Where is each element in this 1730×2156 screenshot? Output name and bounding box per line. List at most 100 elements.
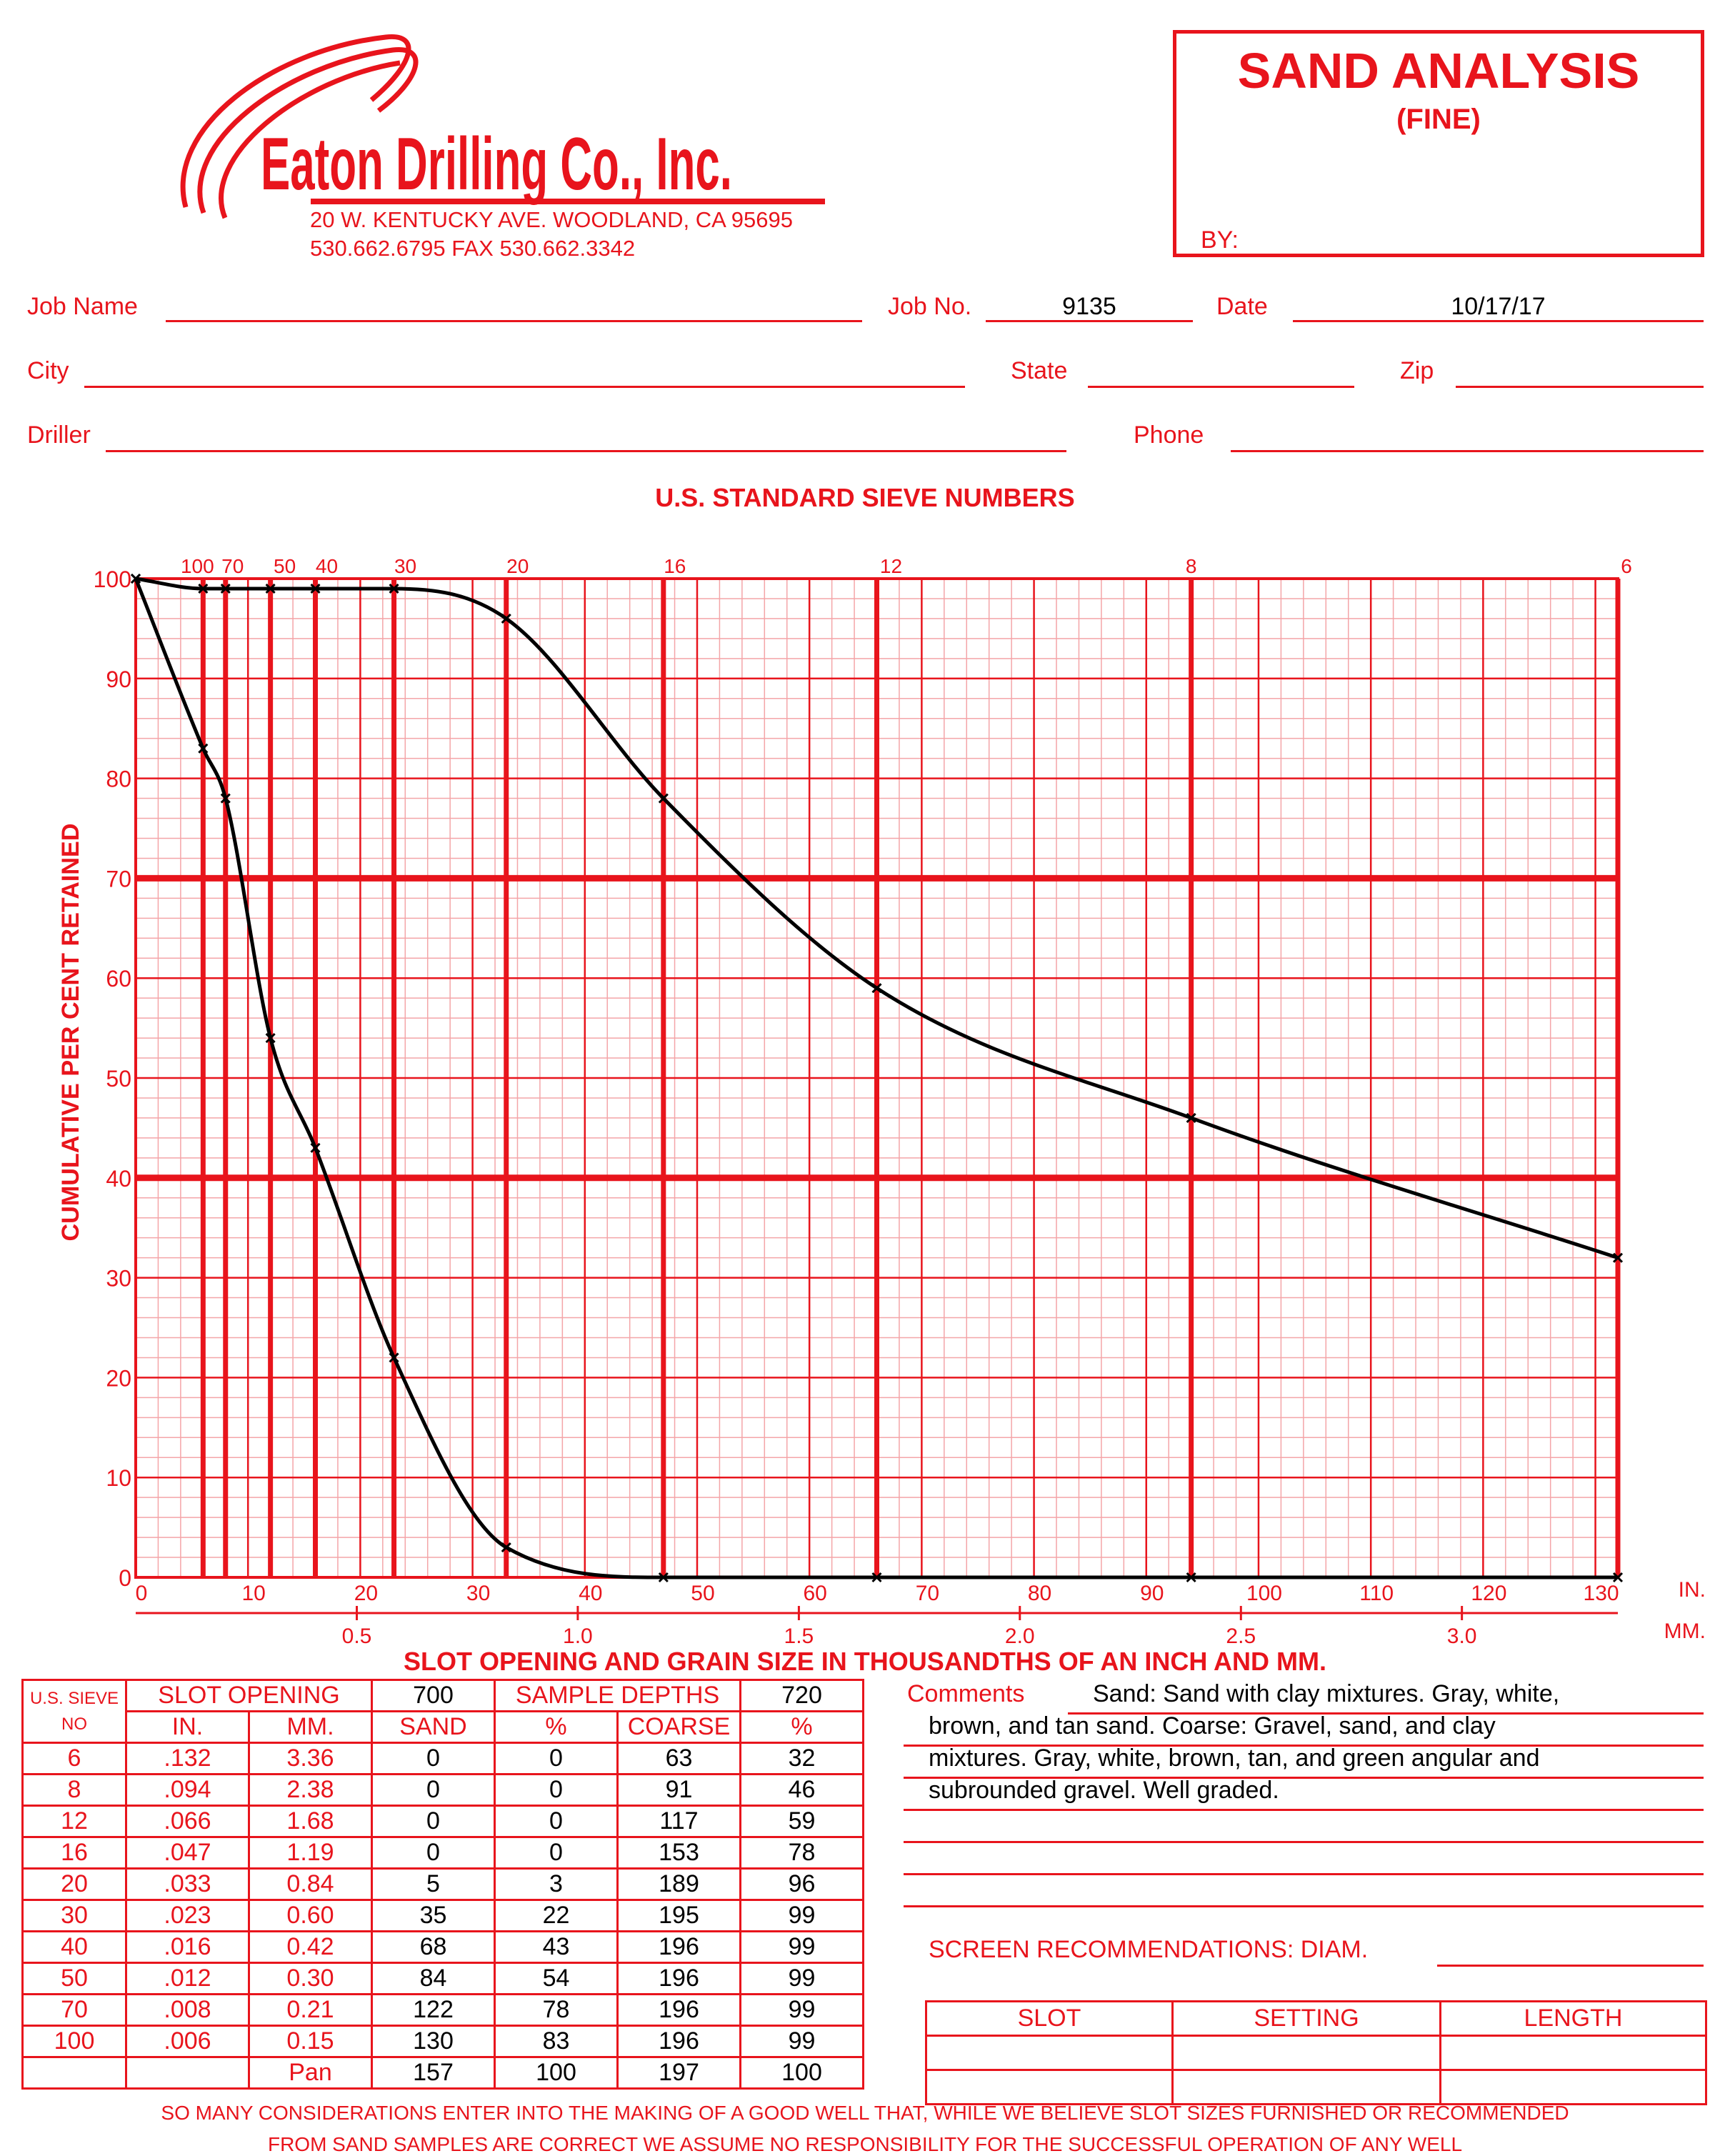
comments-line-7[interactable] bbox=[904, 1905, 1704, 1907]
data-point bbox=[658, 1572, 669, 1583]
table-cell: 0.60 bbox=[248, 1899, 373, 1932]
table-cell: 0.30 bbox=[248, 1962, 373, 1995]
phone-field[interactable] bbox=[1231, 450, 1704, 452]
date-field[interactable] bbox=[1293, 320, 1704, 322]
table-row: 30.023 0.60 35 22 195 99 bbox=[21, 1899, 864, 1932]
job-name-field[interactable] bbox=[166, 320, 862, 322]
table-cell: 30 bbox=[21, 1899, 127, 1932]
table-cell: 0.42 bbox=[248, 1930, 373, 1964]
table-row: 16.047 1.19 0 0 153 78 bbox=[21, 1836, 864, 1870]
table-cell bbox=[125, 2056, 250, 2090]
table-cell: 0 bbox=[371, 1836, 496, 1870]
date-label: Date bbox=[1216, 293, 1268, 320]
data-point bbox=[658, 793, 669, 804]
y-tick-label: 60 bbox=[106, 966, 131, 992]
sieve-number-label: 70 bbox=[221, 555, 244, 577]
comments-line-5[interactable] bbox=[904, 1841, 1704, 1843]
table-cell: 63 bbox=[616, 1742, 741, 1775]
table-cell: 8 bbox=[21, 1773, 127, 1807]
table-cell: 20 bbox=[21, 1867, 127, 1901]
coarse-header: COARSE bbox=[616, 1710, 741, 1744]
table-cell: .094 bbox=[125, 1773, 250, 1807]
table-row: 6.132 3.36 0 0 63 32 bbox=[21, 1742, 864, 1775]
comments-line-3[interactable] bbox=[904, 1777, 1704, 1779]
comments-line-6[interactable] bbox=[904, 1873, 1704, 1875]
table-cell: 68 bbox=[371, 1930, 496, 1964]
slot-cell-1[interactable] bbox=[925, 2035, 1174, 2071]
data-point bbox=[220, 583, 231, 594]
sieve-no-header: U.S. SIEVE NO bbox=[21, 1679, 127, 1744]
y-tick-label: 50 bbox=[106, 1066, 131, 1092]
sieve-chart: 100 70 50 40 30 20 16 12 8 6 01020304050607080901… bbox=[57, 555, 1706, 1676]
table-cell: .047 bbox=[125, 1836, 250, 1870]
table-cell: Pan bbox=[248, 2056, 373, 2090]
table-cell: 43 bbox=[494, 1930, 619, 1964]
y-tick-label: 40 bbox=[106, 1166, 131, 1192]
x-unit-mm: MM. bbox=[1664, 1620, 1706, 1643]
y-tick-label: 90 bbox=[106, 667, 131, 692]
sieve-number-label: 40 bbox=[316, 555, 338, 577]
table-cell: 0 bbox=[371, 1773, 496, 1807]
company-logo: Eaton Drilling Co., Inc. bbox=[180, 34, 825, 219]
screen-diam-field[interactable] bbox=[1437, 1965, 1704, 1967]
data-point bbox=[310, 583, 321, 594]
cumulative-curve-1 bbox=[134, 578, 1618, 1579]
mm-tick-label: 2.5 bbox=[1226, 1625, 1256, 1648]
sand-pct-header: % bbox=[494, 1710, 619, 1744]
sieve-number-label: 50 bbox=[274, 555, 296, 577]
data-point bbox=[1612, 1572, 1624, 1583]
x-tick-label: 30 bbox=[466, 1582, 490, 1605]
title-box: SAND ANALYSIS (FINE) BY: bbox=[1173, 30, 1704, 257]
driller-label: Driller bbox=[27, 421, 91, 449]
table-cell: 99 bbox=[739, 1962, 864, 1995]
table-cell: 0 bbox=[494, 1805, 619, 1838]
length-header: LENGTH bbox=[1439, 2000, 1707, 2037]
form-subtitle: (FINE) bbox=[1396, 104, 1481, 135]
table-cell: 83 bbox=[494, 2025, 619, 2058]
slot-cell-2[interactable] bbox=[925, 2069, 1174, 2105]
comments-line-4[interactable] bbox=[904, 1809, 1704, 1811]
data-point bbox=[1612, 1252, 1624, 1263]
table-cell: 100 bbox=[21, 2025, 127, 2058]
form-title: SAND ANALYSIS bbox=[1237, 43, 1640, 99]
comments-line-1[interactable] bbox=[1068, 1712, 1704, 1715]
table-cell: 96 bbox=[739, 1867, 864, 1901]
state-label: State bbox=[1011, 357, 1068, 384]
table-cell: .008 bbox=[125, 1993, 250, 2027]
company-address: 20 W. KENTUCKY AVE. WOODLAND, CA 95695 bbox=[310, 207, 793, 232]
state-field[interactable] bbox=[1088, 386, 1354, 388]
table-cell: 99 bbox=[739, 2025, 864, 2058]
table-cell: 70 bbox=[21, 1993, 127, 2027]
table-row: 20.033 0.84 5 3 189 96 bbox=[21, 1867, 864, 1901]
table-row: 100.006 0.15 130 83 196 99 bbox=[21, 2025, 864, 2058]
data-point bbox=[198, 743, 209, 754]
table-cell: 91 bbox=[616, 1773, 741, 1807]
x-tick-label: 0 bbox=[136, 1582, 148, 1605]
sieve-number-label: 100 bbox=[181, 555, 214, 577]
sieve-number-label: 8 bbox=[1186, 555, 1197, 577]
setting-cell-1[interactable] bbox=[1171, 2035, 1441, 2071]
disclaimer-line-2: FROM SAND SAMPLES ARE CORRECT WE ASSUME … bbox=[267, 2133, 1463, 2155]
data-point bbox=[310, 1142, 321, 1153]
driller-field[interactable] bbox=[106, 450, 1066, 452]
length-cell-2[interactable] bbox=[1439, 2069, 1707, 2105]
table-cell: 2.38 bbox=[248, 1773, 373, 1807]
mm-tick-label: 3.0 bbox=[1447, 1625, 1477, 1648]
table-cell: 78 bbox=[739, 1836, 864, 1870]
data-point bbox=[220, 793, 231, 804]
table-cell: 3.36 bbox=[248, 1742, 373, 1775]
job-no-field[interactable] bbox=[986, 320, 1193, 322]
data-point bbox=[265, 1033, 276, 1044]
zip-field[interactable] bbox=[1456, 386, 1704, 388]
table-cell: 196 bbox=[616, 1993, 741, 2027]
setting-cell-2[interactable] bbox=[1171, 2069, 1441, 2105]
comments-line-2[interactable] bbox=[904, 1745, 1704, 1747]
data-point bbox=[871, 1572, 882, 1583]
x-tick-label: 130 bbox=[1584, 1582, 1619, 1605]
x-tick-label: 10 bbox=[242, 1582, 266, 1605]
table-cell: 1.68 bbox=[248, 1805, 373, 1838]
x-tick-label: 120 bbox=[1471, 1582, 1506, 1605]
city-field[interactable] bbox=[84, 386, 965, 388]
coarse-pct-header: % bbox=[739, 1710, 864, 1744]
length-cell-1[interactable] bbox=[1439, 2035, 1707, 2071]
